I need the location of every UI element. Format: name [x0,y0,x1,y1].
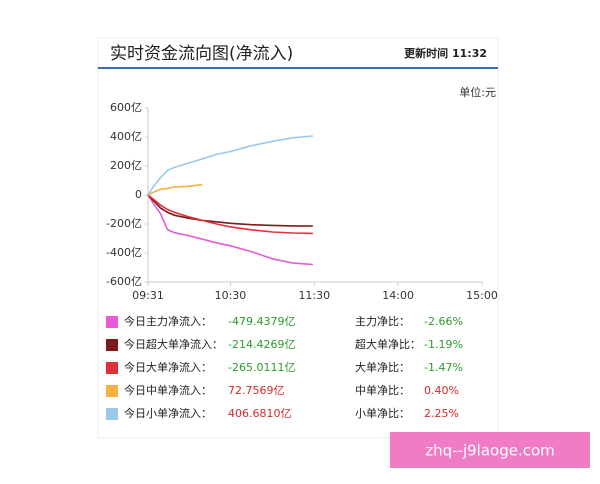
x-tick-label: 15:00 [466,289,498,302]
ratio-value: 0.40% [424,384,459,397]
series-line [147,194,313,266]
net-inflow: 72.7569亿 [228,384,285,397]
net-inflow: -265.0111亿 [228,361,295,374]
legend-swatch [106,362,118,374]
series-line [147,183,203,196]
legend-swatch [106,316,118,328]
series-line [147,194,313,235]
ratio-label: 超大单净比： [355,337,421,351]
x-tick-label: 14:00 [382,289,414,302]
y-tick-label: 0 [135,188,142,201]
y-tick-label: 200亿 [110,159,142,172]
ratio-label: 小单净比： [355,406,410,420]
watermark: zhq--j9laoge.com [425,442,555,460]
legend-label: 今日大单净流入： [124,360,212,374]
ratio-label: 大单净比： [355,360,410,374]
legend-swatch [106,385,118,397]
legend-label: 今日中单净流入： [124,383,212,397]
y-tick-label: -200亿 [106,217,142,230]
legend-swatch [106,408,118,420]
x-tick-label: 11:30 [298,289,330,302]
net-inflow: -479.4379亿 [228,315,295,328]
net-inflow: -214.4269亿 [228,338,295,351]
panel [97,37,499,439]
ratio-label: 中单净比： [355,383,410,397]
x-tick-label: 09:31 [132,289,164,302]
watermark-box [390,432,590,468]
legend-swatch [106,339,118,351]
ratio-value: -1.19% [424,338,463,351]
series-line [147,135,313,196]
legend-label: 今日小单净流入： [124,406,212,420]
ratio-label: 主力净比： [355,314,410,328]
y-tick-label: 400亿 [110,130,142,143]
ratio-value: -2.66% [424,315,463,328]
unit-label: 单位:元 [459,85,496,99]
y-tick-label: -600亿 [106,275,142,288]
y-tick-label: -400亿 [106,246,142,259]
net-inflow: 406.6810亿 [228,407,292,420]
ratio-value: -1.47% [424,361,463,374]
update-time: 更新时间 11:32 [404,46,487,60]
ratio-value: 2.25% [424,407,459,420]
legend-label: 今日超大单净流入： [124,337,223,351]
y-tick-label: 600亿 [110,101,142,114]
x-tick-label: 10:30 [215,289,247,302]
chart-title: 实时资金流向图(净流入) [110,44,293,64]
legend-label: 今日主力净流入： [124,314,212,328]
